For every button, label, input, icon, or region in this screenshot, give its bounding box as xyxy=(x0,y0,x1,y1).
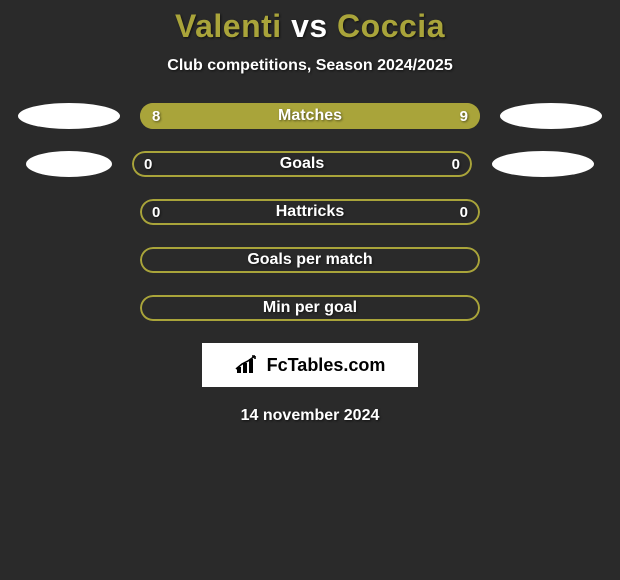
comparison-widget: Valenti vs Coccia Club competitions, Sea… xyxy=(0,0,620,580)
left-ellipse xyxy=(18,103,120,129)
player2-name: Coccia xyxy=(337,8,445,44)
stat-bar: Min per goal xyxy=(140,295,480,321)
stat-row: 89Matches xyxy=(0,103,620,129)
stat-label: Goals xyxy=(132,151,472,177)
stat-rows: 89Matches 00Goals 00Hattricks Goals per mat… xyxy=(0,103,620,321)
subtitle: Club competitions, Season 2024/2025 xyxy=(0,57,620,75)
stat-label: Hattricks xyxy=(140,199,480,225)
stat-bar: 00Hattricks xyxy=(140,199,480,225)
stat-row: Min per goal xyxy=(0,295,620,321)
date-text: 14 november 2024 xyxy=(0,407,620,425)
ellipse-spacer xyxy=(18,247,120,273)
stat-label: Min per goal xyxy=(140,295,480,321)
stat-bar: 00Goals xyxy=(132,151,472,177)
stat-row: 00Hattricks xyxy=(0,199,620,225)
bar-chart-icon xyxy=(235,355,261,375)
left-ellipse xyxy=(26,151,112,177)
logo-text: FcTables.com xyxy=(267,355,386,376)
stat-label: Goals per match xyxy=(140,247,480,273)
ellipse-spacer xyxy=(500,247,602,273)
right-ellipse xyxy=(492,151,594,177)
ellipse-spacer xyxy=(500,295,602,321)
stat-bar: 89Matches xyxy=(140,103,480,129)
stat-label: Matches xyxy=(140,103,480,129)
right-ellipse xyxy=(500,103,602,129)
ellipse-spacer xyxy=(500,199,602,225)
ellipse-spacer xyxy=(18,295,120,321)
player1-name: Valenti xyxy=(175,8,282,44)
stat-row: Goals per match xyxy=(0,247,620,273)
page-title: Valenti vs Coccia xyxy=(0,8,620,45)
stat-bar: Goals per match xyxy=(140,247,480,273)
stat-row: 00Goals xyxy=(0,151,620,177)
ellipse-spacer xyxy=(18,199,120,225)
logo-box: FcTables.com xyxy=(202,343,418,387)
vs-text: vs xyxy=(291,8,328,44)
